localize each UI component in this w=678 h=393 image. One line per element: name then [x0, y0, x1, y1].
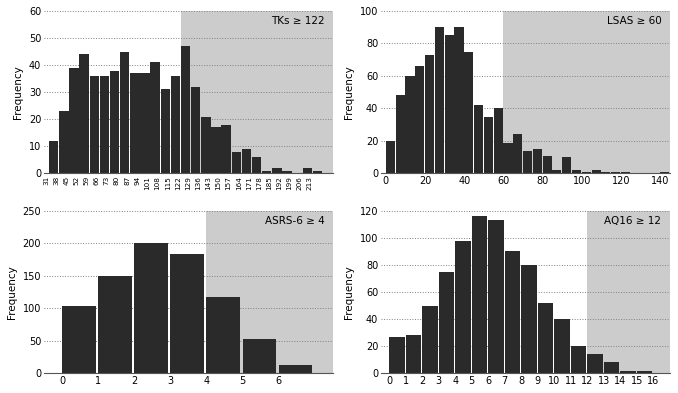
Bar: [533, 149, 542, 173]
Text: ASRS-6 ≥ 4: ASRS-6 ≥ 4: [264, 216, 324, 226]
Bar: [207, 297, 240, 373]
Bar: [69, 68, 79, 173]
Bar: [621, 172, 630, 173]
Bar: [474, 105, 483, 173]
Bar: [140, 73, 150, 173]
Bar: [386, 141, 395, 173]
Bar: [171, 76, 180, 173]
Bar: [505, 252, 520, 373]
Bar: [252, 157, 261, 173]
Bar: [620, 371, 636, 373]
Bar: [555, 319, 570, 373]
Bar: [181, 11, 333, 173]
Bar: [415, 66, 424, 173]
Text: TKs ≥ 122: TKs ≥ 122: [271, 16, 324, 26]
Bar: [611, 172, 620, 173]
Bar: [222, 125, 231, 173]
Bar: [134, 242, 168, 373]
Bar: [542, 156, 552, 173]
Y-axis label: Frequency: Frequency: [344, 65, 354, 119]
Text: AQ16 ≥ 12: AQ16 ≥ 12: [604, 216, 661, 226]
Bar: [454, 27, 464, 173]
Y-axis label: Frequency: Frequency: [344, 265, 354, 319]
Bar: [151, 62, 160, 173]
Bar: [120, 51, 129, 173]
Text: LSAS ≥ 60: LSAS ≥ 60: [607, 16, 661, 26]
Bar: [62, 306, 96, 373]
Bar: [272, 168, 281, 173]
Bar: [389, 337, 405, 373]
Bar: [425, 55, 434, 173]
Bar: [181, 46, 191, 173]
Bar: [191, 87, 201, 173]
Bar: [582, 172, 591, 173]
Bar: [98, 276, 132, 373]
Bar: [513, 134, 522, 173]
Bar: [435, 27, 444, 173]
Bar: [130, 73, 140, 173]
Bar: [445, 35, 454, 173]
Bar: [587, 354, 603, 373]
Bar: [212, 127, 220, 173]
Bar: [494, 108, 502, 173]
Bar: [79, 54, 89, 173]
Bar: [562, 157, 572, 173]
Bar: [405, 335, 421, 373]
Bar: [503, 143, 513, 173]
Bar: [464, 51, 473, 173]
Bar: [488, 220, 504, 373]
Bar: [395, 95, 405, 173]
Bar: [282, 171, 292, 173]
Bar: [503, 11, 670, 173]
Bar: [523, 151, 532, 173]
Bar: [110, 70, 119, 173]
Bar: [201, 117, 211, 173]
Bar: [262, 171, 271, 173]
Y-axis label: Frequency: Frequency: [13, 65, 23, 119]
Bar: [604, 362, 619, 373]
Bar: [241, 149, 251, 173]
Bar: [538, 303, 553, 373]
Bar: [660, 172, 669, 173]
Bar: [601, 172, 610, 173]
Bar: [313, 171, 322, 173]
Bar: [161, 90, 170, 173]
Bar: [89, 76, 99, 173]
Bar: [587, 211, 670, 373]
Bar: [243, 340, 276, 373]
Bar: [279, 365, 313, 373]
Bar: [572, 170, 581, 173]
Bar: [207, 211, 333, 373]
Bar: [59, 111, 68, 173]
Bar: [405, 76, 414, 173]
Y-axis label: Frequency: Frequency: [7, 265, 17, 319]
Bar: [484, 117, 493, 173]
Bar: [472, 216, 487, 373]
Bar: [553, 170, 561, 173]
Bar: [100, 76, 109, 173]
Bar: [637, 371, 652, 373]
Bar: [232, 152, 241, 173]
Bar: [439, 272, 454, 373]
Bar: [455, 241, 471, 373]
Bar: [49, 141, 58, 173]
Bar: [302, 168, 312, 173]
Bar: [571, 346, 586, 373]
Bar: [521, 265, 537, 373]
Bar: [170, 253, 204, 373]
Bar: [592, 170, 601, 173]
Bar: [422, 306, 437, 373]
